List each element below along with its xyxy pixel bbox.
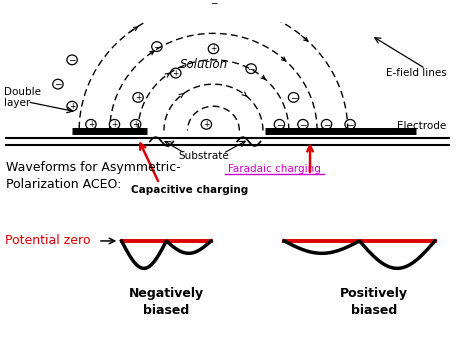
Text: Double
layer: Double layer — [4, 87, 41, 108]
Text: +: + — [135, 93, 141, 102]
Text: Substrate: Substrate — [179, 151, 229, 161]
Text: Positively: Positively — [340, 288, 408, 300]
Text: Solution: Solution — [180, 58, 228, 71]
Text: Negatively: Negatively — [129, 288, 204, 300]
Text: Polarization ACEO:: Polarization ACEO: — [6, 178, 121, 191]
Text: −: − — [323, 120, 330, 129]
Text: Capacitive charging: Capacitive charging — [131, 185, 248, 195]
Text: −: − — [290, 93, 297, 102]
Text: +: + — [88, 120, 94, 129]
Text: −: − — [54, 80, 62, 89]
Text: −: − — [153, 42, 161, 51]
Text: +: + — [203, 120, 210, 129]
Text: biased: biased — [351, 304, 397, 317]
Text: +: + — [210, 44, 217, 53]
Text: −: − — [210, 0, 217, 7]
Text: Faradaic charging: Faradaic charging — [228, 164, 321, 174]
Text: −: − — [68, 55, 76, 64]
Text: −: − — [299, 120, 307, 129]
Text: Waveforms for Asymmetric-: Waveforms for Asymmetric- — [6, 161, 181, 174]
Text: +: + — [133, 120, 139, 129]
Text: +: + — [111, 120, 118, 129]
Text: −: − — [247, 64, 255, 73]
Text: −: − — [346, 120, 354, 129]
Text: Electrode: Electrode — [397, 121, 447, 131]
Text: +: + — [69, 102, 75, 111]
Text: +: + — [173, 69, 179, 78]
Text: E-field lines: E-field lines — [386, 68, 447, 78]
Text: Potential zero: Potential zero — [5, 234, 91, 247]
Text: biased: biased — [143, 304, 190, 317]
Text: −: − — [276, 120, 283, 129]
